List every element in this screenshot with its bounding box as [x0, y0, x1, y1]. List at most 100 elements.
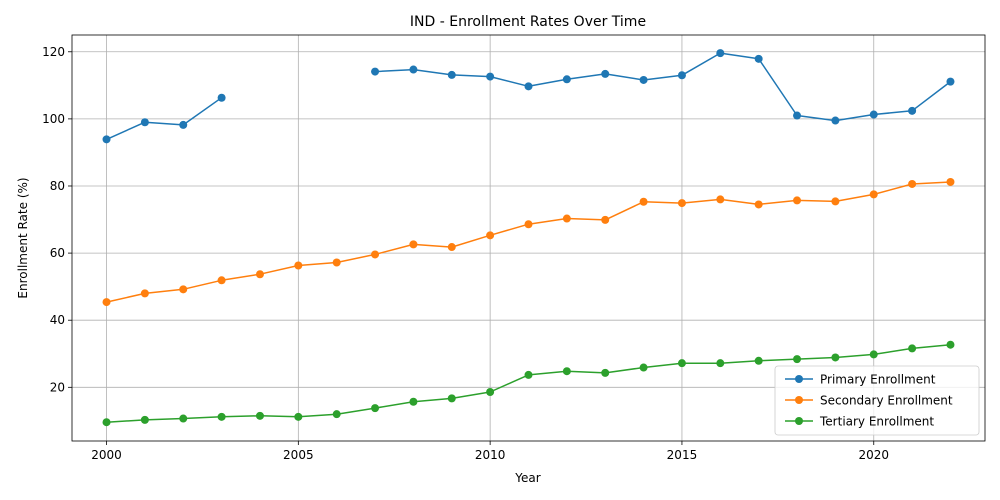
primary-enrollment-point [908, 106, 917, 115]
tertiary-enrollment-point [677, 359, 686, 368]
primary-enrollment-point [371, 67, 380, 76]
primary-enrollment-line [106, 97, 223, 141]
secondary-enrollment-point [294, 261, 303, 270]
legend-marker-swatch [795, 396, 803, 404]
legend-marker-swatch [795, 375, 803, 383]
secondary-enrollment-point [371, 250, 380, 259]
y-tick-label: 20 [50, 380, 65, 394]
secondary-enrollment-point [217, 276, 226, 285]
y-axis-label: Enrollment Rate (%) [16, 177, 30, 298]
secondary-enrollment-point [677, 199, 686, 208]
secondary-enrollment-point [102, 298, 111, 307]
primary-enrollment-point [524, 82, 533, 91]
primary-enrollment-point [486, 72, 495, 81]
x-tick-label: 2005 [283, 448, 314, 462]
primary-enrollment-point [140, 118, 149, 127]
tertiary-enrollment-series [102, 340, 955, 427]
tertiary-enrollment-point [793, 355, 802, 364]
x-tick-label: 2020 [858, 448, 889, 462]
secondary-enrollment-point [793, 196, 802, 205]
primary-enrollment-point [677, 71, 686, 80]
secondary-enrollment-point [332, 258, 341, 267]
primary-enrollment-point [639, 75, 648, 84]
x-tick-label: 2000 [91, 448, 122, 462]
primary-enrollment-line [375, 52, 951, 122]
y-tick-label: 60 [50, 246, 65, 260]
tertiary-enrollment-point [946, 340, 955, 349]
x-axis-label: Year [514, 471, 540, 485]
primary-enrollment-point [447, 70, 456, 79]
tertiary-enrollment-point [409, 397, 418, 406]
legend-label: Tertiary Enrollment [819, 415, 934, 429]
y-tick-label: 120 [42, 45, 65, 59]
primary-enrollment-point [179, 120, 188, 129]
y-tick-label: 80 [50, 179, 65, 193]
tertiary-enrollment-point [217, 412, 226, 421]
tertiary-enrollment-point [294, 412, 303, 421]
secondary-enrollment-point [255, 270, 264, 279]
secondary-enrollment-point [486, 231, 495, 240]
chart-title: IND - Enrollment Rates Over Time [410, 14, 646, 30]
x-tick-label: 2010 [475, 448, 506, 462]
secondary-enrollment-point [524, 220, 533, 229]
secondary-enrollment-point [908, 179, 917, 188]
series-layer [102, 49, 955, 427]
tertiary-enrollment-point [140, 415, 149, 424]
primary-enrollment-series [102, 49, 955, 144]
tertiary-enrollment-point [255, 411, 264, 420]
secondary-enrollment-point [946, 177, 955, 186]
y-tick-label: 100 [42, 112, 65, 126]
legend-entry-tertiary-enrollment: Tertiary Enrollment [785, 415, 934, 429]
primary-enrollment-point [946, 77, 955, 86]
tertiary-enrollment-point [447, 394, 456, 403]
primary-enrollment-point [217, 93, 226, 102]
legend-box [774, 365, 980, 436]
primary-enrollment-point [562, 75, 571, 84]
primary-enrollment-point [716, 49, 725, 58]
legend-label: Secondary Enrollment [820, 394, 953, 408]
tertiary-enrollment-point [371, 404, 380, 413]
primary-enrollment-point [754, 54, 763, 63]
secondary-enrollment-point [601, 215, 610, 224]
primary-enrollment-point [601, 69, 610, 78]
x-tick-label: 2015 [667, 448, 698, 462]
primary-enrollment-point [102, 135, 111, 144]
secondary-enrollment-point [179, 285, 188, 294]
tertiary-enrollment-point [831, 353, 840, 362]
legend-label: Primary Enrollment [820, 373, 936, 387]
legend-marker-swatch [795, 417, 803, 425]
secondary-enrollment-point [869, 190, 878, 199]
tertiary-enrollment-point [524, 370, 533, 379]
plot-area-frame [71, 34, 986, 442]
secondary-enrollment-point [409, 240, 418, 249]
secondary-enrollment-series [102, 177, 955, 307]
secondary-enrollment-point [639, 197, 648, 206]
tertiary-enrollment-point [639, 363, 648, 372]
primary-enrollment-point [869, 110, 878, 119]
tertiary-enrollment-point [908, 344, 917, 353]
secondary-enrollment-point [140, 289, 149, 298]
tertiary-enrollment-point [754, 356, 763, 365]
tertiary-enrollment-point [562, 367, 571, 376]
tertiary-enrollment-point [869, 350, 878, 359]
secondary-enrollment-point [831, 197, 840, 206]
primary-enrollment-point [793, 111, 802, 120]
primary-enrollment-point [831, 116, 840, 125]
tertiary-enrollment-point [601, 368, 610, 377]
tertiary-enrollment-point [716, 359, 725, 368]
legend-entry-primary-enrollment: Primary Enrollment [785, 373, 936, 387]
tertiary-enrollment-point [102, 418, 111, 427]
secondary-enrollment-point [716, 195, 725, 204]
primary-enrollment-point [409, 65, 418, 74]
legend: Primary Enrollment Secondary Enrollment Te… [774, 365, 980, 436]
y-tick-label: 40 [50, 313, 65, 327]
secondary-enrollment-line [106, 181, 951, 303]
tertiary-enrollment-point [179, 414, 188, 423]
secondary-enrollment-point [754, 200, 763, 209]
tertiary-enrollment-point [486, 388, 495, 397]
secondary-enrollment-point [447, 243, 456, 252]
legend-entry-secondary-enrollment: Secondary Enrollment [785, 394, 953, 408]
tertiary-enrollment-point [332, 410, 341, 419]
